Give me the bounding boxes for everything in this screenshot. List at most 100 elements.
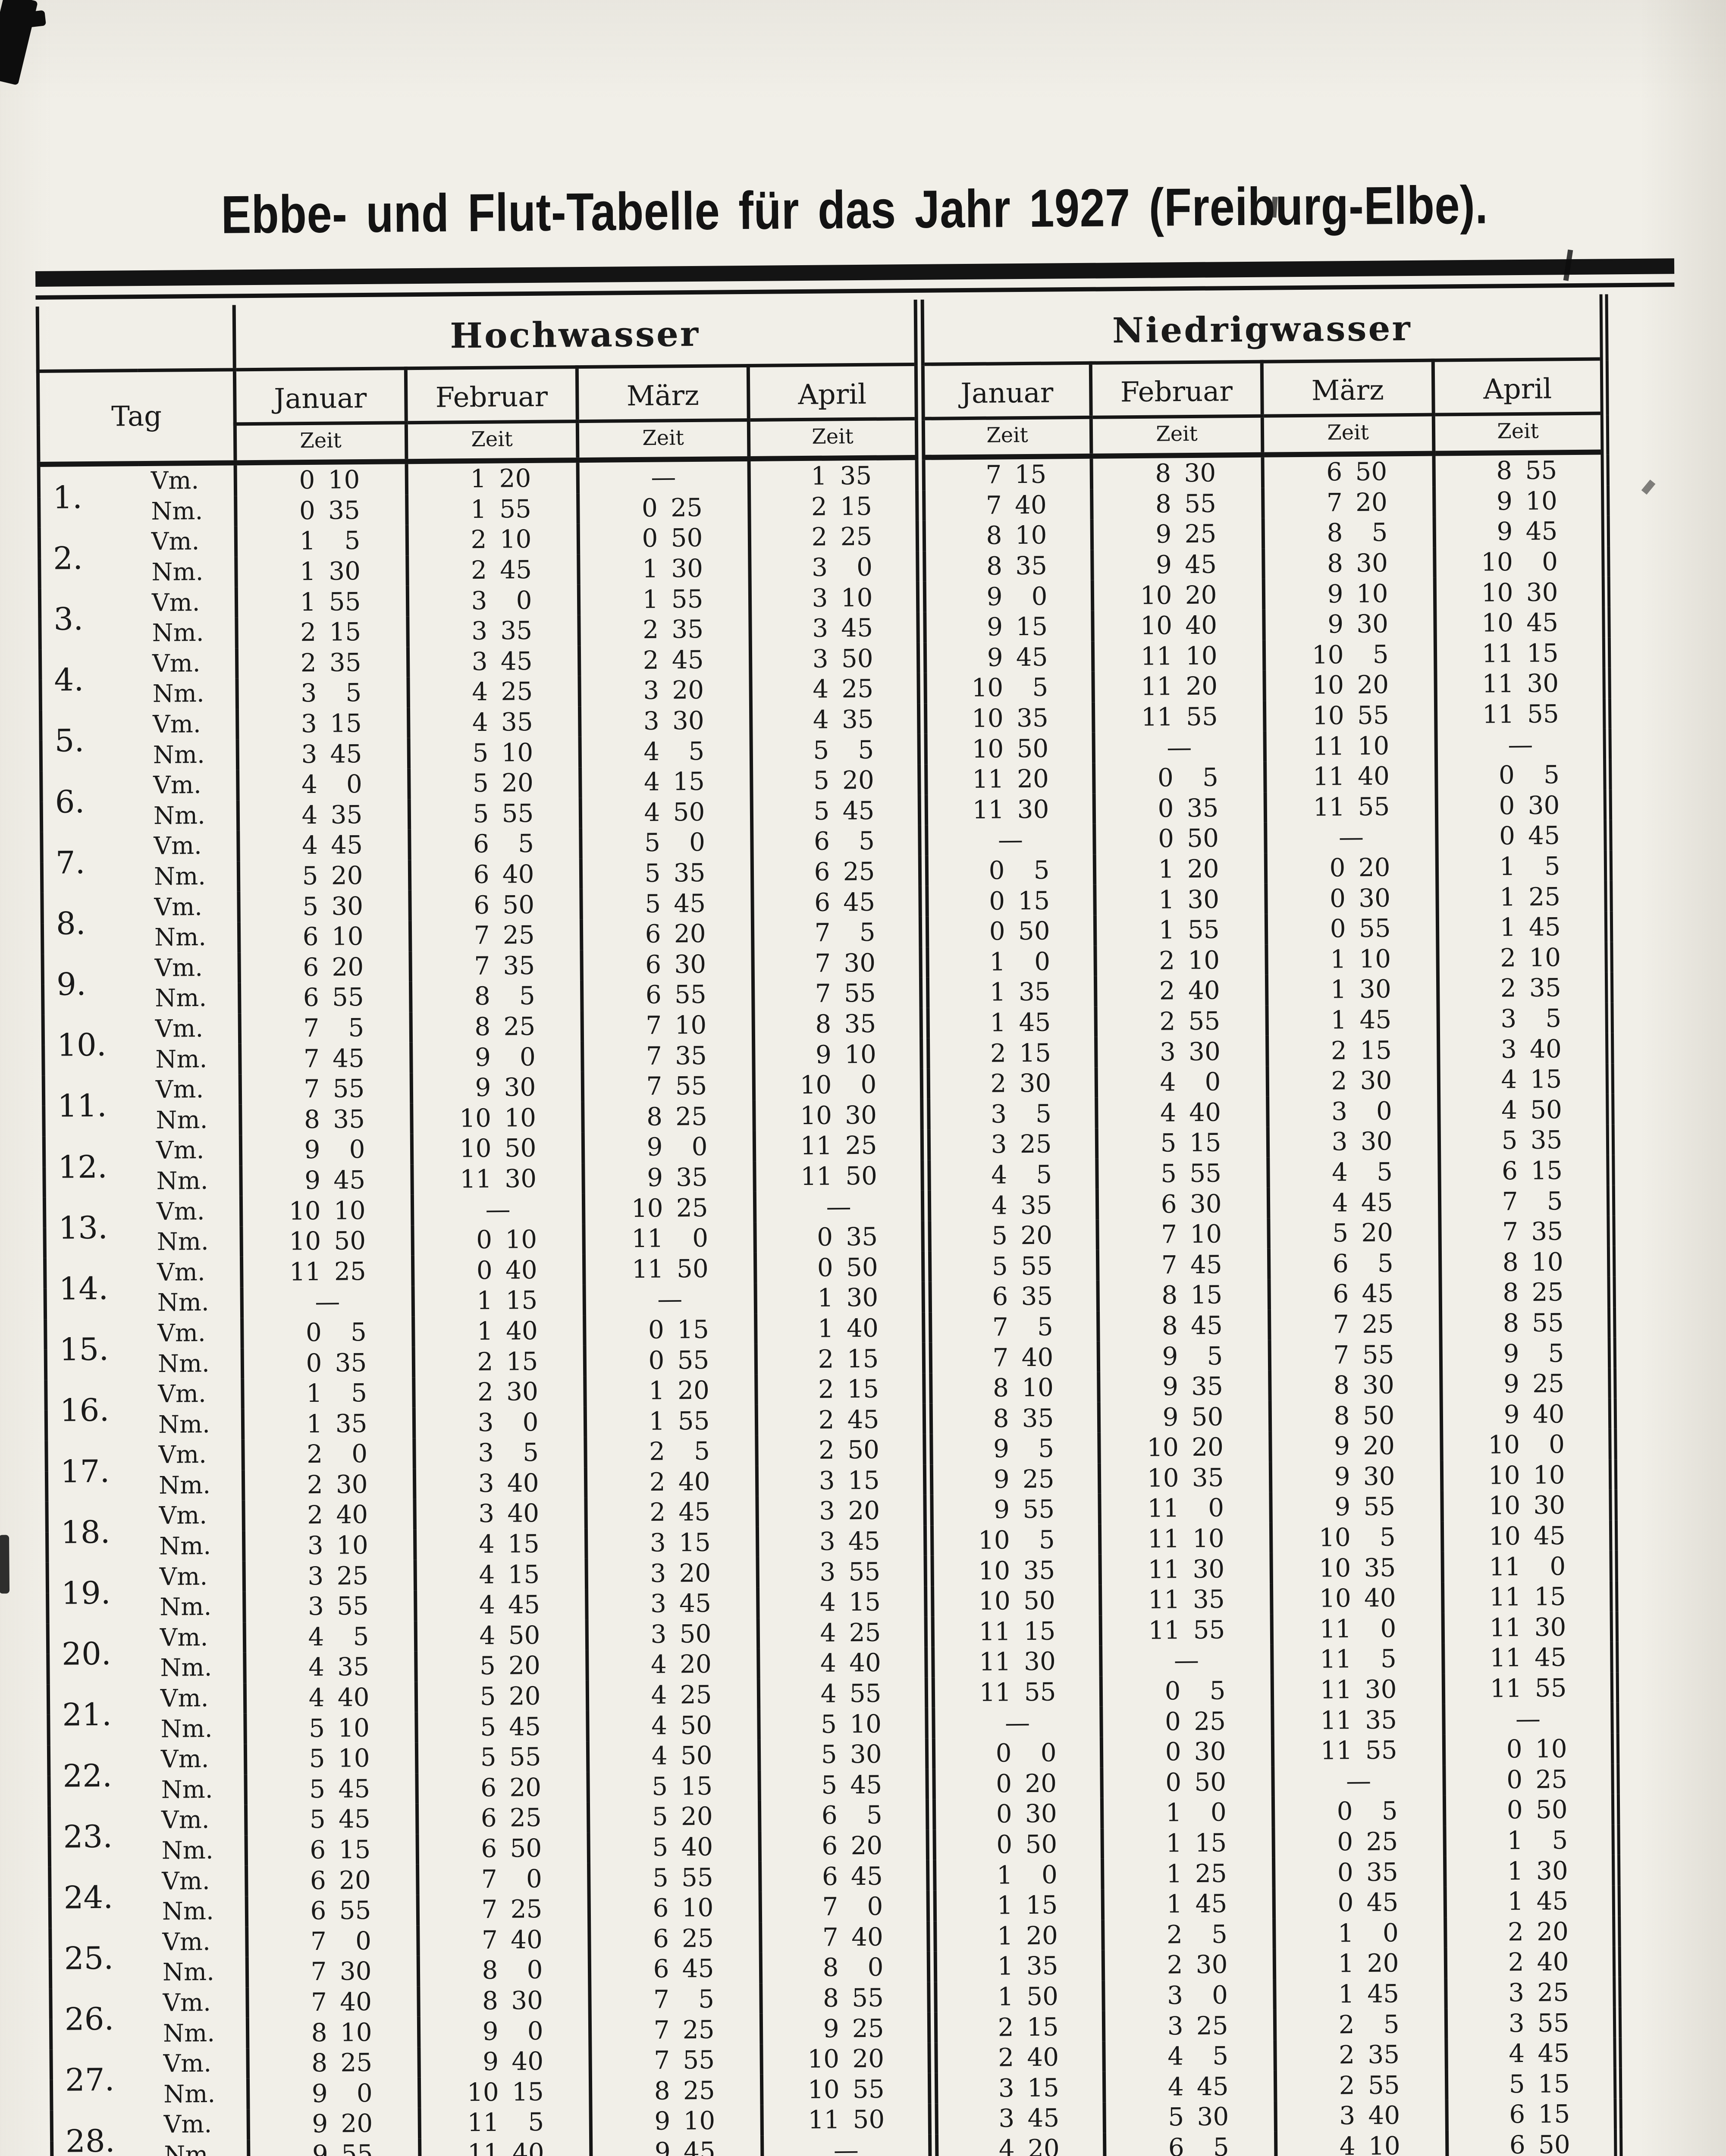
time-cell: 3 25: [244, 1560, 416, 1592]
time-cell: 7 55: [590, 2044, 762, 2076]
time-cell: 1 45: [1267, 1004, 1439, 1036]
time-cell: 4 10: [1276, 2130, 1447, 2156]
row-label: Vm.: [163, 2110, 212, 2139]
time-cell: 3 25: [1103, 2009, 1275, 2042]
time-cell: 2 30: [414, 1376, 585, 1408]
time-cell: 0 50: [923, 915, 1095, 947]
time-cell: 1 30: [1266, 973, 1438, 1006]
time-cell: 9 40: [1441, 1398, 1613, 1430]
time-cell: 10 0: [753, 1069, 926, 1101]
time-cell: 5 20: [416, 1680, 588, 1712]
time-cell: 2 45: [407, 554, 579, 586]
time-cell: 2 45: [756, 1404, 928, 1435]
time-cell: 1 35: [932, 1950, 1104, 1982]
time-cell: 4 40: [758, 1647, 930, 1679]
day-number: 16.: [46, 1379, 147, 1441]
time-cell: 4 45: [1104, 2071, 1276, 2103]
scan-artifact: [1641, 479, 1656, 495]
time-cell: 10 50: [929, 1585, 1101, 1617]
time-cell: 11 50: [584, 1253, 756, 1285]
time-cell: 6 45: [1269, 1278, 1441, 1310]
time-cell: 11 55: [1435, 698, 1607, 730]
time-cell: 6 20: [759, 1830, 932, 1862]
time-cell: 4 35: [245, 1651, 416, 1683]
day-number: 24.: [50, 1866, 151, 1928]
time-cell: —: [754, 1191, 926, 1222]
row-label: Nm.: [154, 862, 206, 891]
row-label: Nm.: [161, 1775, 213, 1804]
row-label: Nm.: [153, 801, 206, 830]
time-cell: 8 30: [1091, 454, 1263, 489]
time-cell: 5 45: [245, 1773, 417, 1805]
time-cell: 11 40: [1265, 760, 1437, 793]
day-number: 23.: [49, 1805, 150, 1868]
time-cell: 3 45: [237, 738, 409, 770]
time-cell: 4 50: [587, 1709, 759, 1741]
time-cell: 7 25: [410, 919, 582, 951]
group-header-niedrigwasser: Niedrigwasser: [919, 294, 1604, 364]
time-cell: 9 45: [921, 641, 1093, 674]
time-cell: 8 25: [411, 1010, 583, 1043]
row-label: Vm.: [154, 953, 203, 982]
time-cell: 7 35: [1440, 1216, 1611, 1247]
time-cell: 11 55: [1272, 1734, 1444, 1767]
time-cell: 2 40: [243, 1499, 415, 1531]
time-cell: 2 15: [756, 1373, 928, 1405]
row-label: Vm.: [162, 1927, 211, 1956]
time-cell: 10 40: [1092, 609, 1264, 642]
row-label: Vm.: [160, 1684, 209, 1713]
time-cell: 3 45: [587, 1587, 758, 1620]
time-cell: 5 45: [751, 795, 923, 827]
time-cell: 2 10: [1437, 941, 1609, 974]
time-cell: 11 10: [1092, 640, 1265, 672]
time-cell: 1 55: [236, 586, 408, 618]
day-number: 17.: [46, 1440, 147, 1502]
time-cell: 6 15: [1447, 2098, 1619, 2131]
time-cell: 8 35: [921, 550, 1092, 582]
time-cell: 2 35: [579, 613, 750, 646]
time-cell: 3 30: [1096, 1035, 1268, 1068]
time-cell: 6 55: [239, 981, 411, 1014]
time-cell: 8 25: [248, 2047, 419, 2079]
time-cell: 11 30: [412, 1163, 584, 1195]
time-cell: 9 55: [248, 2138, 420, 2156]
time-cell: 5 55: [926, 1250, 1098, 1282]
time-cell: 0 30: [1436, 789, 1608, 821]
time-cell: 10 5: [1264, 639, 1436, 671]
time-cell: 9 25: [928, 1463, 1100, 1495]
time-cell: 7 40: [418, 1924, 590, 1956]
time-cell: 0 20: [930, 1767, 1102, 1799]
time-cell: 10 45: [1442, 1520, 1614, 1552]
time-cell: 1 30: [1445, 1855, 1616, 1887]
time-cell: 8 30: [418, 1984, 590, 2017]
row-label: Vm.: [157, 1258, 205, 1287]
time-cell: 6 10: [589, 1892, 761, 1924]
time-cell: 3 20: [757, 1495, 929, 1527]
time-cell: 2 15: [749, 490, 921, 523]
time-cell: 2 15: [236, 616, 408, 648]
time-cell: 2 35: [1437, 972, 1610, 1004]
time-cell: 11 20: [1093, 670, 1265, 702]
row-label: Vm.: [156, 1197, 205, 1226]
time-cell: 11 30: [1435, 667, 1607, 700]
time-cell: 7 45: [240, 1042, 411, 1075]
row-label: Nm.: [164, 2140, 216, 2156]
time-cell: 0 50: [931, 1828, 1103, 1861]
time-cell: 11 10: [1099, 1523, 1271, 1555]
time-cell: 2 40: [1445, 1946, 1617, 1978]
time-cell: 4 15: [580, 765, 752, 798]
